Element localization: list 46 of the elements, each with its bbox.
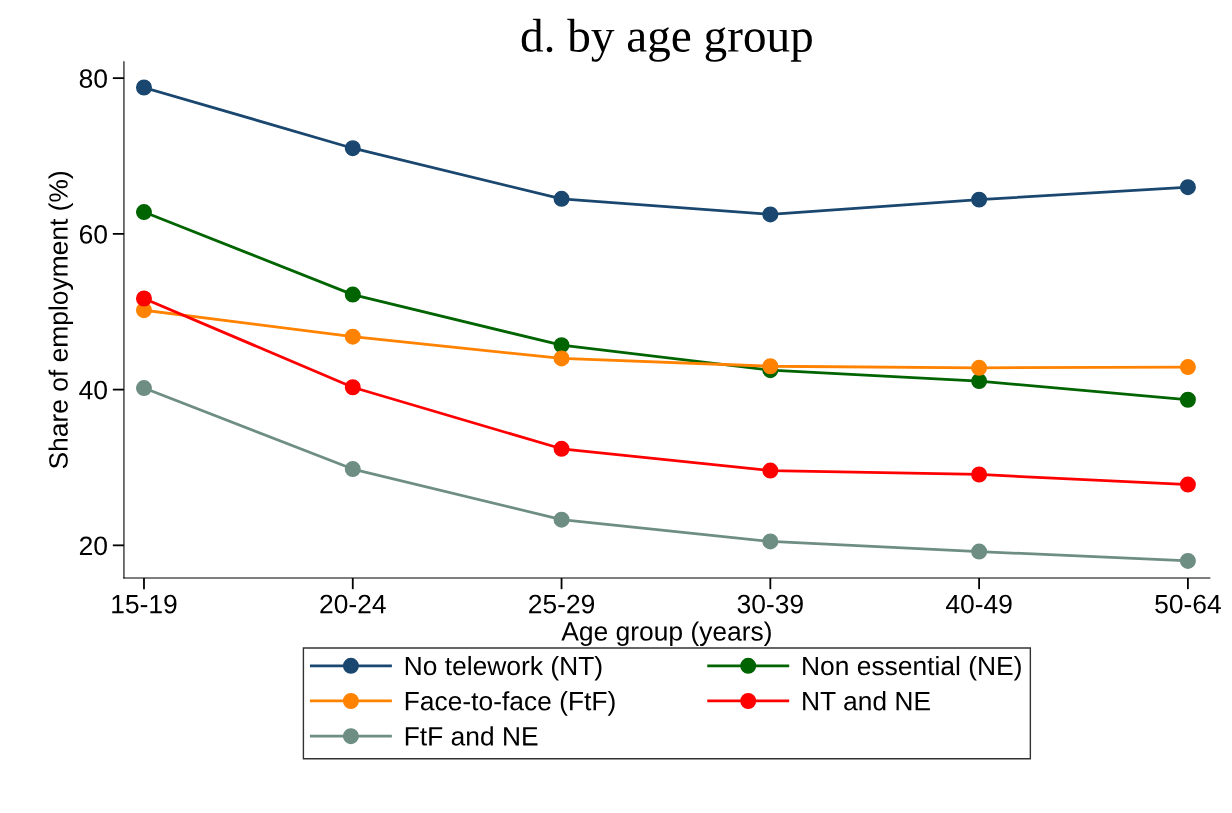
x-tick-label: 15-19 (112, 594, 177, 614)
point (344, 140, 361, 157)
x-axis-title: Age group (years) (561, 621, 771, 646)
point (1179, 179, 1196, 196)
y-tick-label: 40 (79, 380, 107, 400)
y-axis-title: Share of employment (%) (48, 171, 74, 469)
point (553, 440, 570, 457)
point (344, 461, 361, 478)
x-tick-label: 40-49 (945, 594, 1012, 614)
point (971, 466, 988, 483)
point (135, 290, 152, 307)
point (971, 543, 988, 560)
chart-title: d. by age group (521, 18, 812, 62)
point (135, 380, 152, 397)
x-tick-label: 50-64 (1155, 594, 1221, 614)
point (135, 204, 152, 221)
point (553, 337, 570, 354)
point (971, 359, 988, 376)
point (762, 206, 779, 223)
point (1179, 359, 1196, 376)
point (762, 462, 779, 479)
point (762, 358, 779, 375)
point (553, 190, 570, 207)
point (762, 533, 779, 550)
legend-label: NT and NE (803, 691, 930, 711)
point (344, 286, 361, 303)
point (553, 350, 570, 367)
point (971, 191, 988, 208)
legend-label: No telework (NT) (405, 655, 602, 681)
x-tick-label: 25-29 (529, 594, 595, 614)
y-tick-label: 80 (79, 69, 107, 88)
point (344, 379, 361, 396)
point (971, 373, 988, 390)
legend-label: FtF and NE (405, 726, 538, 746)
point (553, 511, 570, 528)
y-tick-label: 60 (79, 225, 107, 244)
point (135, 79, 152, 96)
point (1179, 391, 1196, 408)
x-tick-label: 20-24 (320, 594, 386, 614)
x-tick-label: 30-39 (737, 594, 803, 614)
point (1179, 552, 1196, 569)
legend-label: Non essential (NE) (803, 655, 1021, 681)
y-tick-label: 20 (79, 536, 107, 556)
point (1179, 476, 1196, 493)
point (344, 328, 361, 345)
legend-label: Face-to-face (FtF) (405, 691, 615, 716)
